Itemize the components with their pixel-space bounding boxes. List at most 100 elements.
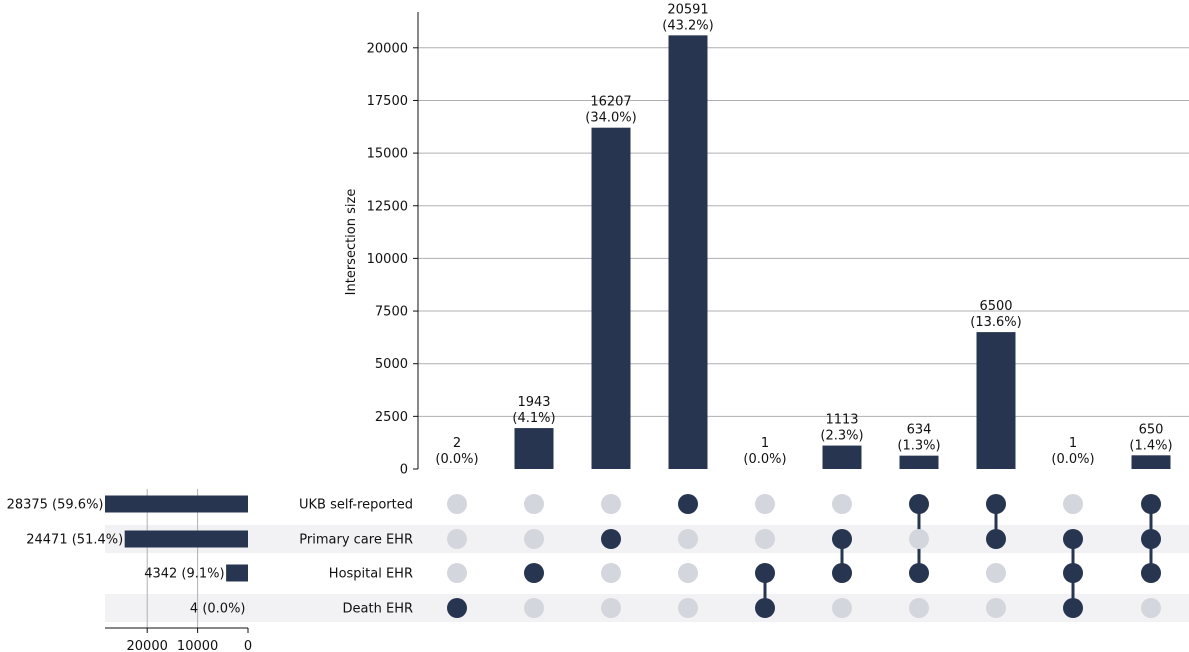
bar-percent-label-0: (0.0%): [435, 452, 478, 467]
intersection-bar-7: [976, 332, 1016, 469]
matrix-dot-inactive-2-3: [601, 598, 621, 618]
intersection-bar-3: [668, 35, 708, 469]
matrix-dot-active-9-1: [1141, 529, 1161, 549]
set-names: UKB self-reported Primary care EHR Hospita…: [299, 498, 413, 617]
membership-matrix: [447, 494, 1161, 618]
row-shade-1: [105, 525, 1189, 553]
bar-percent-label-1: (4.1%): [512, 411, 555, 426]
matrix-dot-inactive-1-0: [524, 494, 544, 514]
bar-count-label-4: 1: [761, 436, 769, 451]
set-size-label-0: 28375 (59.6%): [7, 498, 104, 513]
matrix-dot-active-6-2: [909, 563, 929, 583]
set-name-0: UKB self-reported: [299, 498, 413, 513]
y-tick-label-0: 0: [400, 463, 408, 478]
matrix-dot-inactive-2-2: [601, 563, 621, 583]
bar-percent-label-6: (1.3%): [897, 439, 940, 454]
row-shade-3: [105, 594, 1189, 622]
matrix-dot-inactive-7-3: [986, 598, 1006, 618]
bar-percent-label-9: (1.4%): [1129, 438, 1172, 453]
matrix-dot-inactive-1-3: [524, 598, 544, 618]
set-tick-label-1: 10000: [177, 639, 218, 652]
y-tick-label-1: 2500: [375, 410, 408, 425]
bar-percent-label-7: (13.6%): [970, 315, 1021, 330]
y-tick-label-3: 7500: [375, 305, 408, 320]
intersection-bar-9: [1131, 455, 1171, 469]
matrix-dot-active-1-2: [524, 563, 544, 583]
bar-count-label-1: 1943: [517, 395, 550, 410]
matrix-dot-inactive-5-3: [832, 598, 852, 618]
bar-percent-label-3: (43.2%): [662, 18, 713, 33]
y-tick-label-6: 15000: [367, 147, 408, 162]
intersection-gridlines: [418, 47, 1189, 417]
matrix-dot-active-2-1: [601, 529, 621, 549]
set-tick-label-2: 0: [244, 639, 252, 652]
matrix-dot-active-5-1: [832, 529, 852, 549]
set-size-label-2: 4342 (9.1%): [144, 567, 224, 582]
matrix-dot-inactive-2-0: [601, 494, 621, 514]
matrix-row-shading: [105, 525, 1189, 622]
matrix-dot-inactive-0-0: [447, 494, 467, 514]
intersection-bars: [437, 35, 1171, 470]
matrix-dot-inactive-3-2: [678, 563, 698, 583]
matrix-dot-active-8-2: [1063, 563, 1083, 583]
bar-percent-label-2: (34.0%): [585, 111, 636, 126]
y-tick-label-8: 20000: [367, 41, 408, 56]
matrix-dot-inactive-6-3: [909, 598, 929, 618]
matrix-dot-active-7-0: [986, 494, 1006, 514]
matrix-dot-active-5-2: [832, 563, 852, 583]
matrix-dot-inactive-0-2: [447, 563, 467, 583]
set-name-1: Primary care EHR: [299, 533, 413, 548]
matrix-dot-inactive-1-1: [524, 529, 544, 549]
y-tick-label-7: 17500: [367, 94, 408, 109]
matrix-dot-active-8-1: [1063, 529, 1083, 549]
bar-count-label-6: 634: [907, 423, 932, 438]
matrix-dot-active-6-0: [909, 494, 929, 514]
bar-count-label-9: 650: [1139, 422, 1164, 437]
intersection-bar-2: [591, 127, 631, 470]
y-axis: 0 2500 5000 7500 10000 12500 15000 17500 20000: [367, 12, 419, 478]
matrix-dot-inactive-5-0: [832, 494, 852, 514]
set-size-bar-0: [105, 495, 248, 513]
matrix-dot-inactive-8-0: [1063, 494, 1083, 514]
bar-count-label-5: 1113: [825, 413, 858, 428]
set-name-2: Hospital EHR: [329, 567, 413, 582]
matrix-dot-active-9-2: [1141, 563, 1161, 583]
bar-count-label-8: 1: [1069, 436, 1077, 451]
matrix-dot-active-8-3: [1063, 598, 1083, 618]
bar-count-label-3: 20591: [667, 2, 708, 17]
matrix-dot-inactive-7-2: [986, 563, 1006, 583]
matrix-dot-inactive-9-3: [1141, 598, 1161, 618]
matrix-dot-active-0-3: [447, 598, 467, 618]
matrix-dot-inactive-4-0: [755, 494, 775, 514]
intersection-bar-labels: 2(0.0%)1943(4.1%)16207(34.0%)20591(43.2%…: [435, 2, 1172, 467]
matrix-dot-active-4-2: [755, 563, 775, 583]
matrix-dot-inactive-0-1: [447, 529, 467, 549]
set-name-3: Death EHR: [343, 602, 413, 617]
y-tick-label-5: 12500: [367, 199, 408, 214]
intersection-bar-6: [899, 455, 939, 469]
matrix-dot-active-7-1: [986, 529, 1006, 549]
y-tick-label-4: 10000: [367, 252, 408, 267]
matrix-dot-active-3-0: [678, 494, 698, 514]
bar-percent-label-5: (2.3%): [820, 429, 863, 444]
matrix-dot-active-9-0: [1141, 494, 1161, 514]
bar-percent-label-8: (0.0%): [1051, 452, 1094, 467]
set-size-axis: 20000 10000 0: [105, 627, 252, 652]
matrix-dot-active-4-3: [755, 598, 775, 618]
bar-percent-label-4: (0.0%): [743, 452, 786, 467]
matrix-dot-inactive-3-3: [678, 598, 698, 618]
set-size-bars: 28375 (59.6%) 24471 (51.4%) 4342 (9.1%) 4 (…: [7, 495, 248, 617]
y-axis-label: Intersection size: [344, 189, 359, 296]
y-tick-label-2: 5000: [375, 357, 408, 372]
intersection-bar-5: [822, 445, 862, 469]
bar-count-label-7: 6500: [979, 299, 1012, 314]
matrix-dot-inactive-4-1: [755, 529, 775, 549]
set-size-label-3: 4 (0.0%): [190, 602, 246, 617]
intersection-bar-1: [514, 428, 554, 469]
set-size-label-1: 24471 (51.4%): [26, 533, 123, 548]
matrix-dot-inactive-3-1: [678, 529, 698, 549]
bar-count-label-0: 2: [453, 436, 461, 451]
bar-count-label-2: 16207: [590, 95, 631, 110]
matrix-dot-inactive-6-1: [909, 529, 929, 549]
